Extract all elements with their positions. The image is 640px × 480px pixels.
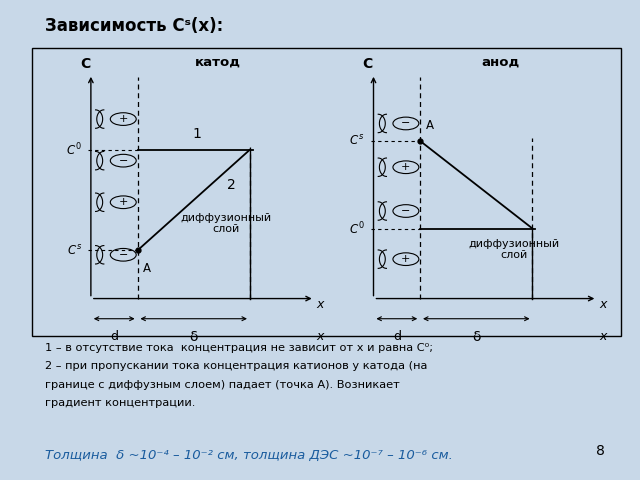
- Text: +: +: [118, 197, 128, 207]
- Text: δ: δ: [189, 330, 198, 344]
- Text: $C^s$: $C^s$: [349, 134, 365, 148]
- Text: A: A: [143, 262, 152, 275]
- Text: диффузионный
слой: диффузионный слой: [468, 239, 560, 261]
- Text: −: −: [118, 250, 128, 260]
- Text: +: +: [401, 162, 411, 172]
- Text: −: −: [401, 206, 411, 216]
- Text: C: C: [80, 57, 90, 71]
- Text: диффузионный
слой: диффузионный слой: [180, 213, 271, 235]
- Text: δ: δ: [472, 330, 481, 344]
- Text: −: −: [401, 119, 411, 129]
- Text: 1: 1: [192, 127, 201, 141]
- Text: +: +: [401, 254, 411, 264]
- Text: d: d: [393, 330, 401, 343]
- Text: x: x: [317, 298, 324, 311]
- Text: Зависимость Cˢ(x):: Зависимость Cˢ(x):: [45, 17, 223, 35]
- Text: +: +: [118, 114, 128, 124]
- Text: катод: катод: [195, 55, 241, 68]
- Text: x: x: [317, 330, 324, 343]
- Text: анод: анод: [481, 55, 520, 68]
- Text: $C^0$: $C^0$: [67, 142, 82, 158]
- Text: −: −: [118, 156, 128, 166]
- Text: градиент концентрации.: градиент концентрации.: [45, 398, 195, 408]
- Text: d: d: [110, 330, 118, 343]
- Text: 8: 8: [596, 444, 605, 458]
- Text: 1 – в отсутствие тока  концентрация не зависит от x и равна C⁰;: 1 – в отсутствие тока концентрация не за…: [45, 343, 433, 353]
- Text: x: x: [600, 298, 607, 311]
- Text: 2 – при пропускании тока концентрация катионов у катода (на: 2 – при пропускании тока концентрация ка…: [45, 361, 427, 372]
- Text: границе с диффузным слоем) падает (точка А). Возникает: границе с диффузным слоем) падает (точка…: [45, 380, 399, 390]
- Text: Толщина  δ ~10⁻⁴ – 10⁻² см, толщина ДЭС ~10⁻⁷ – 10⁻⁶ см.: Толщина δ ~10⁻⁴ – 10⁻² см, толщина ДЭС ~…: [45, 449, 452, 462]
- Text: $C^0$: $C^0$: [349, 220, 365, 237]
- Text: $C^s$: $C^s$: [67, 243, 82, 257]
- Text: 2: 2: [227, 178, 236, 192]
- Text: A: A: [426, 120, 434, 132]
- Text: x: x: [600, 330, 607, 343]
- Text: C: C: [362, 57, 372, 71]
